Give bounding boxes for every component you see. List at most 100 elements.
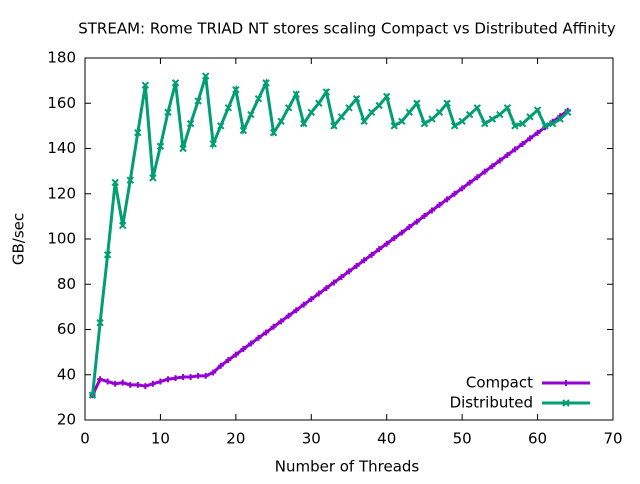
data-point xyxy=(187,374,194,381)
data-point xyxy=(541,122,549,130)
data-point xyxy=(398,117,406,126)
y-tick-label: 100 xyxy=(47,230,76,248)
data-point xyxy=(405,108,414,117)
data-point xyxy=(451,190,458,197)
data-point xyxy=(225,357,232,364)
y-tick-label: 160 xyxy=(47,94,76,112)
data-point xyxy=(195,372,202,379)
data-point xyxy=(391,235,398,242)
data-point xyxy=(134,128,142,137)
data-point xyxy=(413,218,420,225)
y-tick-label: 60 xyxy=(57,320,76,338)
data-point xyxy=(240,345,247,352)
data-point xyxy=(141,81,150,89)
data-point xyxy=(278,318,285,325)
data-point xyxy=(503,104,512,112)
data-point xyxy=(88,391,97,399)
data-point xyxy=(406,224,413,231)
data-point xyxy=(171,79,180,87)
data-point xyxy=(179,144,187,153)
x-tick-label: 50 xyxy=(453,430,472,448)
data-point xyxy=(488,115,497,123)
data-point xyxy=(353,262,360,269)
data-point xyxy=(436,201,443,208)
y-tick-label: 80 xyxy=(57,275,76,293)
data-point xyxy=(428,207,435,214)
data-point xyxy=(534,129,541,136)
x-tick-label: 30 xyxy=(302,430,321,448)
data-point xyxy=(548,119,557,128)
data-point xyxy=(308,296,315,303)
legend-label: Compact xyxy=(466,374,533,392)
data-point xyxy=(323,285,330,292)
data-point xyxy=(119,221,127,230)
legend-label: Distributed xyxy=(450,394,533,412)
data-point xyxy=(398,229,405,236)
data-point xyxy=(345,104,353,112)
data-point xyxy=(360,117,368,126)
data-point xyxy=(293,307,300,314)
data-point xyxy=(458,117,466,126)
data-point xyxy=(481,168,488,175)
data-point xyxy=(224,104,233,112)
data-point xyxy=(322,88,331,96)
data-point xyxy=(300,301,307,308)
data-point xyxy=(518,119,527,128)
data-point xyxy=(157,378,164,385)
data-point xyxy=(292,90,300,98)
data-point xyxy=(111,178,119,187)
data-point xyxy=(186,119,195,128)
data-point xyxy=(526,113,534,121)
x-tick-label: 20 xyxy=(226,430,245,448)
data-point xyxy=(428,115,436,123)
data-point xyxy=(127,381,134,388)
data-point xyxy=(533,106,542,114)
data-point xyxy=(376,246,383,253)
data-point xyxy=(149,174,157,182)
data-point xyxy=(126,176,134,184)
data-point xyxy=(119,379,126,386)
data-point xyxy=(255,334,262,341)
chart-title: STREAM: Rome TRIAD NT stores scaling Com… xyxy=(78,20,616,38)
x-tick-label: 60 xyxy=(528,430,547,448)
data-point xyxy=(247,340,254,347)
data-point xyxy=(156,142,165,150)
data-point xyxy=(466,179,473,186)
data-point xyxy=(134,381,141,388)
data-point xyxy=(315,99,323,107)
data-point xyxy=(284,104,293,112)
data-point xyxy=(473,104,481,112)
data-point xyxy=(390,122,398,130)
data-point xyxy=(149,380,156,387)
data-point xyxy=(263,329,270,336)
y-axis-label: GB/sec xyxy=(10,213,28,265)
data-point xyxy=(103,251,112,259)
data-point xyxy=(270,323,277,330)
data-point xyxy=(269,128,278,137)
data-point xyxy=(421,212,428,219)
data-point xyxy=(201,72,210,80)
data-point xyxy=(180,374,187,381)
data-point xyxy=(330,122,338,130)
data-point xyxy=(511,146,518,153)
data-point xyxy=(285,312,292,319)
data-point xyxy=(420,119,429,128)
data-point xyxy=(300,119,308,128)
data-point xyxy=(352,95,361,103)
data-point xyxy=(307,108,315,117)
x-axis-label: Number of Threads xyxy=(275,458,420,476)
data-point xyxy=(465,110,474,119)
data-point xyxy=(413,99,421,107)
data-point xyxy=(361,257,368,264)
y-tick-label: 180 xyxy=(47,49,76,67)
y-tick-label: 140 xyxy=(47,139,76,157)
data-point xyxy=(383,240,390,247)
data-point xyxy=(375,101,383,110)
series-line xyxy=(91,109,569,396)
data-point xyxy=(194,97,202,105)
data-point xyxy=(527,135,534,142)
data-point xyxy=(217,362,224,369)
x-tick-label: 70 xyxy=(603,430,622,448)
data-point xyxy=(367,108,376,117)
